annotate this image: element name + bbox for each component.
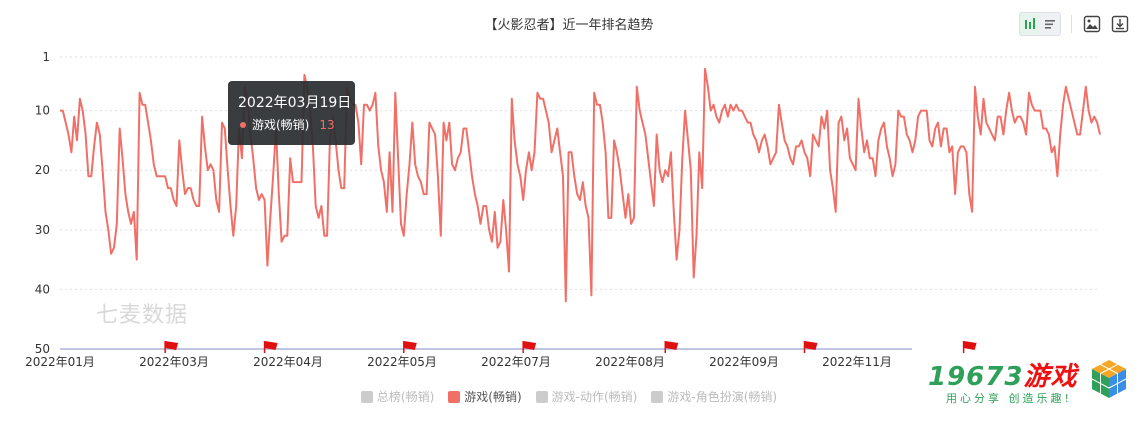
x-tick-label: 2022年07月 [481,355,551,369]
chart-toolbar [1019,12,1130,36]
x-tick-label: 2022年03月 [139,355,209,369]
series-line-游戏畅销 [60,67,1101,303]
legend: 总榜(畅销) 游戏(畅销) 游戏-动作(畅销) 游戏-角色扮演(畅销) [0,388,1138,405]
event-flag-icon[interactable] [403,341,417,353]
event-flag-icon[interactable] [164,341,179,353]
x-axis: 2022年01月 2022年03月 2022年04月 2022年05月 2022年07月… [25,355,892,369]
legend-item-游戏动作畅销[interactable]: 游戏-动作(畅销) [535,388,638,405]
legend-swatch [651,390,664,403]
list-icon[interactable] [1040,14,1060,34]
x-tick-label: 2022年05月 [367,355,437,369]
x-tick-label: 2022年04月 [253,355,323,369]
event-flag-icon[interactable] [803,341,818,353]
legend-item-游戏畅销[interactable]: 游戏(畅销) [448,388,522,405]
toolbar-divider [1071,15,1072,33]
legend-swatch [360,390,373,403]
cube-logo-icon [1091,360,1127,398]
chart-title: 【火影忍者】近一年排名趋势 [484,18,654,33]
y-tick-label: 30 [35,223,50,237]
x-tick-label: 2022年11月 [822,355,892,369]
logo-cn: 游戏 [1023,362,1078,392]
tooltip-series-name: 游戏(畅销) [252,118,310,132]
logo-text: 19673游戏 [928,356,1077,393]
y-tick-label: 1 [42,50,50,64]
y-tick-label: 50 [35,342,50,356]
legend-label: 游戏-动作(畅销) [551,390,638,404]
tooltip-series-dot [240,121,246,128]
bar-chart-icon[interactable] [1020,14,1040,34]
y-axis: 1 10 20 30 40 50 [35,50,50,356]
tooltip-row: 游戏(畅销) 13 [240,116,335,133]
tooltip-date: 2022年03月19日 [238,95,352,111]
legend-label: 游戏-角色扮演(畅销) [667,390,778,404]
x-tick-label: 2022年09月 [709,355,779,369]
logo-slogan: 用心分享 创造乐趣! [946,392,1072,405]
tooltip: 2022年03月19日 游戏(畅销) 13 [228,81,355,145]
y-tick-label: 40 [35,282,50,296]
view-toggle [1019,12,1061,36]
image-icon[interactable] [1082,14,1102,34]
legend-swatch [535,390,548,403]
event-flag-icon[interactable] [664,341,679,353]
legend-label: 总榜(畅销) [376,390,435,404]
y-tick-label: 20 [35,163,50,177]
logo-number: 19673 [928,362,1024,392]
event-flags [164,341,977,353]
download-icon[interactable] [1110,14,1130,34]
event-flag-icon[interactable] [263,341,278,353]
y-tick-label: 10 [35,104,50,118]
legend-label: 游戏(畅销) [464,390,522,404]
watermark: 七麦数据 [96,303,189,328]
event-flag-icon[interactable] [522,341,537,353]
x-tick-label: 2022年08月 [595,355,665,369]
event-flag-icon[interactable] [962,341,977,353]
tooltip-value: 13 [319,117,335,132]
x-tick-label: 2022年01月 [25,355,95,369]
legend-swatch [448,390,461,403]
site-logo: 19673游戏 用心分享 创造乐趣! [922,350,1130,410]
legend-item-总榜畅销[interactable]: 总榜(畅销) [360,388,435,405]
grid-lines [60,56,1100,290]
legend-item-游戏角色扮演畅销[interactable]: 游戏-角色扮演(畅销) [651,388,777,405]
